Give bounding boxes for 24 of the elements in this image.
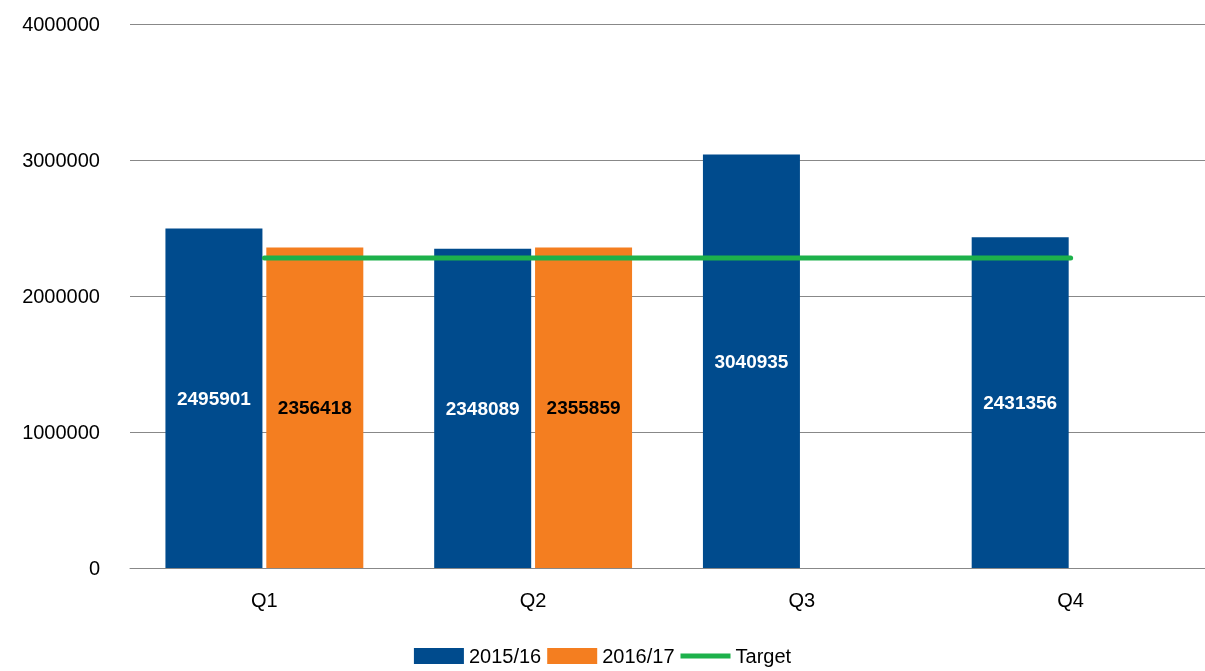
bar bbox=[266, 247, 364, 568]
legend-label: Target bbox=[735, 645, 792, 667]
y-tick-label: 4000000 bbox=[22, 13, 100, 35]
data-label: 3040935 bbox=[714, 350, 789, 372]
x-tick-label: Q1 bbox=[251, 589, 278, 611]
bar bbox=[535, 247, 633, 568]
y-tick-label: 0 bbox=[88, 557, 100, 579]
x-tick-label: Q2 bbox=[519, 589, 547, 611]
bar bbox=[702, 154, 800, 568]
bar bbox=[971, 237, 1069, 568]
bar bbox=[165, 228, 263, 568]
data-label: 2431356 bbox=[983, 392, 1058, 414]
data-label: 2355859 bbox=[546, 397, 621, 419]
data-label: 2356418 bbox=[277, 397, 352, 419]
data-label: 2348089 bbox=[445, 397, 520, 419]
y-tick-label: 2000000 bbox=[22, 285, 100, 307]
bar bbox=[434, 248, 532, 568]
y-tick-label: 3000000 bbox=[22, 149, 100, 171]
x-tick-label: Q3 bbox=[788, 589, 816, 611]
y-tick-label: 1000000 bbox=[22, 421, 100, 443]
legend-label: 2016/17 bbox=[602, 645, 675, 667]
legend-label: 2015/16 bbox=[468, 645, 542, 667]
x-tick-label: Q4 bbox=[1057, 589, 1084, 611]
data-label: 2495901 bbox=[176, 387, 252, 409]
